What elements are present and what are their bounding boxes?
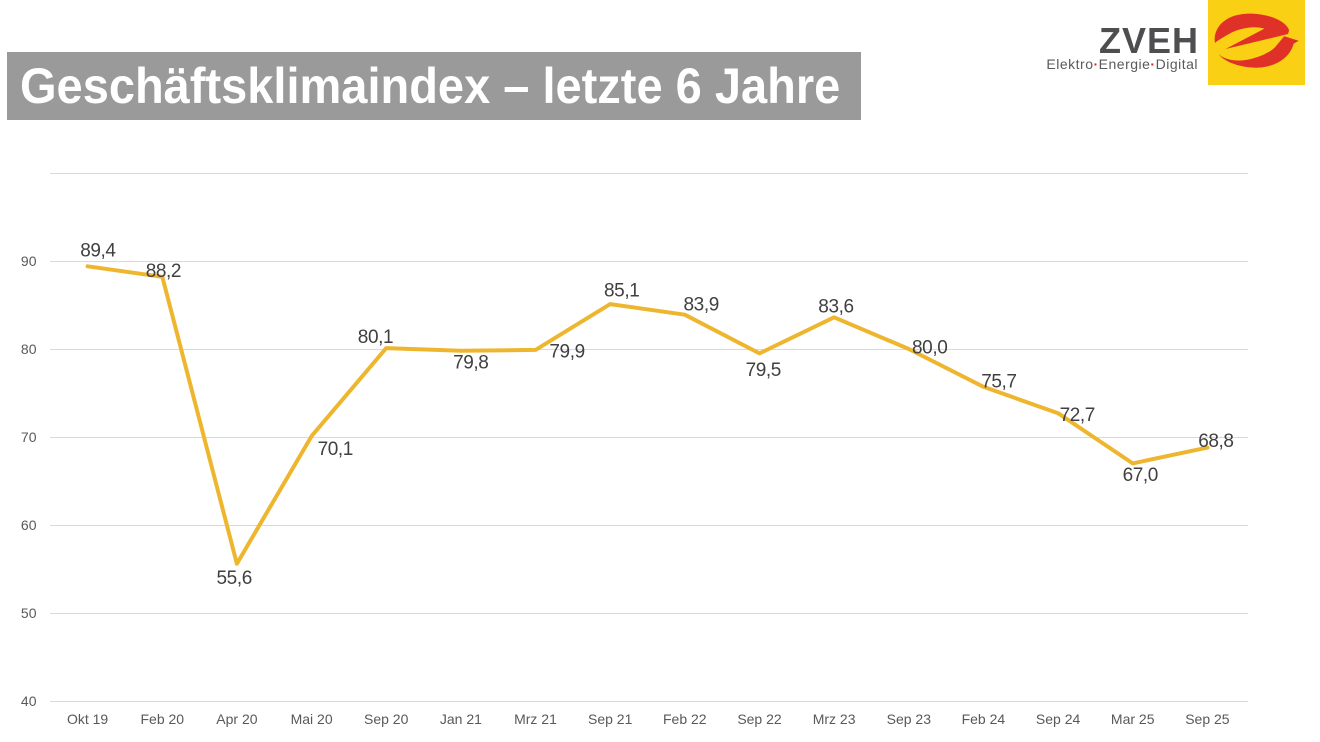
svg-text:68,8: 68,8 xyxy=(1198,431,1233,452)
svg-text:Feb 20: Feb 20 xyxy=(141,711,185,727)
svg-text:Apr 20: Apr 20 xyxy=(216,711,257,727)
svg-text:Mrz 23: Mrz 23 xyxy=(813,711,856,727)
svg-text:Okt 19: Okt 19 xyxy=(67,711,108,727)
svg-text:75,7: 75,7 xyxy=(981,372,1016,393)
svg-text:Mai 20: Mai 20 xyxy=(291,711,333,727)
svg-text:Sep 24: Sep 24 xyxy=(1036,711,1081,727)
svg-text:Sep 25: Sep 25 xyxy=(1185,711,1230,727)
svg-text:79,5: 79,5 xyxy=(746,360,781,381)
svg-text:79,8: 79,8 xyxy=(453,352,488,373)
svg-text:90: 90 xyxy=(21,253,37,269)
svg-text:80,0: 80,0 xyxy=(912,337,947,358)
svg-text:Mrz 21: Mrz 21 xyxy=(514,711,557,727)
svg-text:Sep 22: Sep 22 xyxy=(737,711,782,727)
svg-text:70,1: 70,1 xyxy=(318,439,353,460)
svg-text:67,0: 67,0 xyxy=(1123,465,1158,486)
svg-text:Sep 23: Sep 23 xyxy=(887,711,932,727)
svg-text:79,9: 79,9 xyxy=(549,342,584,363)
svg-text:Mar 25: Mar 25 xyxy=(1111,711,1155,727)
svg-text:85,1: 85,1 xyxy=(604,281,639,302)
svg-text:88,2: 88,2 xyxy=(146,261,181,282)
svg-text:55,6: 55,6 xyxy=(217,568,252,589)
svg-text:Feb 24: Feb 24 xyxy=(962,711,1006,727)
svg-text:72,7: 72,7 xyxy=(1060,405,1095,426)
svg-text:Feb 22: Feb 22 xyxy=(663,711,707,727)
svg-text:Jan 21: Jan 21 xyxy=(440,711,482,727)
svg-text:Sep 21: Sep 21 xyxy=(588,711,633,727)
svg-text:80: 80 xyxy=(21,341,37,357)
svg-text:50: 50 xyxy=(21,605,37,621)
svg-text:80,1: 80,1 xyxy=(358,327,393,348)
svg-text:83,9: 83,9 xyxy=(684,295,719,316)
svg-text:83,6: 83,6 xyxy=(818,297,853,318)
svg-text:40: 40 xyxy=(21,693,37,709)
svg-text:89,4: 89,4 xyxy=(80,241,116,262)
svg-text:60: 60 xyxy=(21,517,37,533)
svg-text:70: 70 xyxy=(21,429,37,445)
svg-text:Sep 20: Sep 20 xyxy=(364,711,409,727)
